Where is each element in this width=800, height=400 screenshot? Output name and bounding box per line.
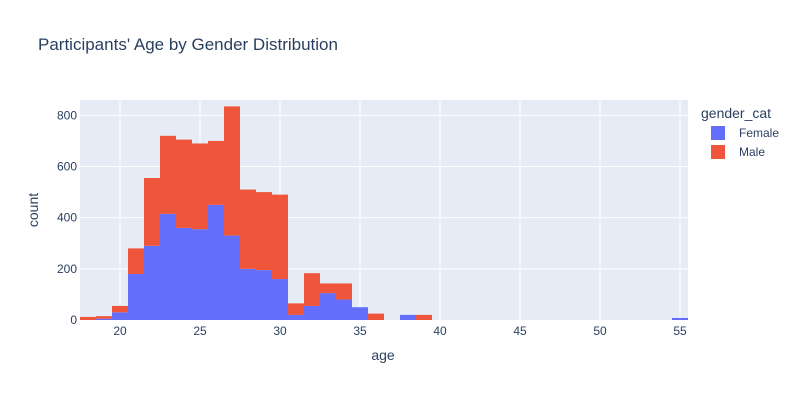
legend-title: gender_cat <box>701 105 771 121</box>
bar-female[interactable] <box>144 245 160 320</box>
bar-male[interactable] <box>288 303 304 315</box>
y-axis-title: count <box>25 193 41 227</box>
bar-male[interactable] <box>336 283 352 300</box>
bar-female[interactable] <box>320 293 336 320</box>
y-tick-label: 600 <box>57 160 77 174</box>
y-tick-label: 200 <box>57 262 77 276</box>
bar-male[interactable] <box>96 316 112 319</box>
bar-male[interactable] <box>176 139 192 228</box>
bar-male[interactable] <box>320 283 336 294</box>
bar-male[interactable] <box>256 192 272 271</box>
bar-female[interactable] <box>288 314 304 320</box>
x-tick-label: 40 <box>433 324 447 338</box>
x-axis-ticks: 20 25 30 35 40 45 50 55 <box>113 324 687 338</box>
bar-male[interactable] <box>144 178 160 246</box>
legend-item-male[interactable]: Male <box>711 145 765 159</box>
bar-female[interactable] <box>256 270 272 320</box>
bar-male[interactable] <box>208 140 224 205</box>
bar-female[interactable] <box>304 305 320 320</box>
x-tick-label: 55 <box>673 324 687 338</box>
bar-female[interactable] <box>224 235 240 320</box>
x-tick-label: 50 <box>593 324 607 338</box>
legend-label: Female <box>739 126 779 140</box>
y-tick-label: 0 <box>70 313 77 327</box>
x-tick-label: 25 <box>193 324 207 338</box>
bar-female[interactable] <box>400 314 416 320</box>
bar-male[interactable] <box>368 313 384 320</box>
bar-male[interactable] <box>128 248 144 274</box>
bar-male[interactable] <box>304 273 320 306</box>
bar-female[interactable] <box>128 273 144 320</box>
legend-item-female[interactable]: Female <box>711 126 779 140</box>
bar-female[interactable] <box>336 299 352 320</box>
legend-label: Male <box>739 145 765 159</box>
bar-female[interactable] <box>96 318 112 320</box>
bar-male[interactable] <box>416 314 432 320</box>
bar-male[interactable] <box>272 194 288 280</box>
bar-male[interactable] <box>80 316 96 320</box>
bar-male[interactable] <box>192 143 208 230</box>
legend-swatch <box>711 145 725 159</box>
y-tick-label: 400 <box>57 211 77 225</box>
y-tick-label: 800 <box>57 108 77 122</box>
bar-male[interactable] <box>224 106 240 236</box>
bar-female[interactable] <box>272 279 288 320</box>
bar-female[interactable] <box>352 307 368 320</box>
legend-swatch <box>711 126 725 140</box>
bar-female[interactable] <box>672 317 688 320</box>
bar-male[interactable] <box>112 305 128 313</box>
bar-female[interactable] <box>208 204 224 320</box>
x-tick-label: 20 <box>113 324 127 338</box>
x-axis-title: age <box>371 347 395 363</box>
x-tick-label: 45 <box>513 324 527 338</box>
bar-female[interactable] <box>112 312 128 320</box>
bar-female[interactable] <box>192 229 208 320</box>
bar-male[interactable] <box>240 189 256 269</box>
y-axis-ticks: 0 200 400 600 800 <box>57 108 77 327</box>
bar-female[interactable] <box>240 268 256 320</box>
bars[interactable] <box>80 106 688 320</box>
chart-title: Participants' Age by Gender Distribution <box>38 35 338 54</box>
legend: gender_cat Female Male <box>701 105 779 159</box>
x-tick-label: 30 <box>273 324 287 338</box>
bar-female[interactable] <box>176 227 192 320</box>
x-tick-label: 35 <box>353 324 367 338</box>
bar-female[interactable] <box>160 213 176 320</box>
bar-male[interactable] <box>160 135 176 214</box>
